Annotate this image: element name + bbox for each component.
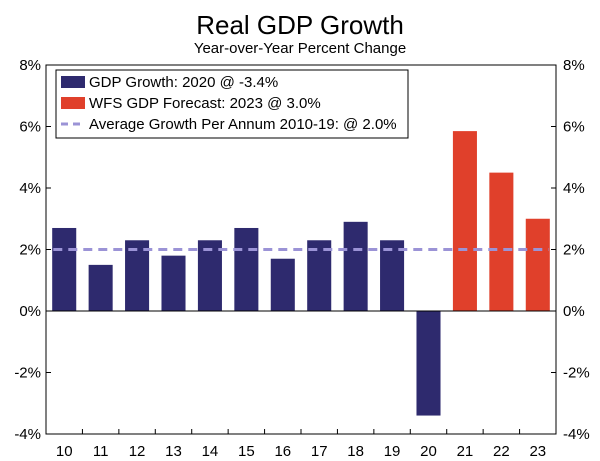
legend-label-average: Average Growth Per Annum 2010-19: @ 2.0% bbox=[89, 116, 397, 133]
bar-forecast-22 bbox=[489, 172, 514, 311]
axes-group: -4% -4% -2% -2% 0% 0% 2% 2% 4% 4% 6% 6% 8% 8% 10 11 12 13… bbox=[14, 57, 589, 460]
bar-gdp-growth-14 bbox=[197, 240, 222, 311]
y-tick-label-left: 8% bbox=[19, 57, 41, 74]
x-tick-label: 21 bbox=[457, 443, 474, 460]
legend-box bbox=[55, 69, 409, 139]
y-tick-label-left: 2% bbox=[19, 242, 41, 259]
y-tick-label-right: 4% bbox=[563, 180, 585, 197]
legend-swatch-1 bbox=[61, 97, 85, 109]
chart-title: Real GDP Growth bbox=[196, 10, 404, 40]
chart-subtitle: Year-over-Year Percent Change bbox=[193, 40, 407, 57]
bar-gdp-growth-11 bbox=[88, 264, 113, 311]
legend-label-1: WFS GDP Forecast: 2023 @ 3.0% bbox=[89, 95, 321, 112]
x-tick-label: 23 bbox=[529, 443, 546, 460]
bar-gdp-growth-16 bbox=[270, 258, 295, 311]
bar-gdp-growth-10 bbox=[52, 227, 77, 311]
y-tick-label-right: 0% bbox=[563, 303, 585, 320]
legend-label-0: GDP Growth: 2020 @ -3.4% bbox=[89, 74, 278, 91]
x-tick-label: 22 bbox=[493, 443, 510, 460]
x-tick-label: 14 bbox=[202, 443, 219, 460]
x-tick-label: 18 bbox=[347, 443, 364, 460]
x-tick-label: 10 bbox=[56, 443, 73, 460]
y-tick-label-left: 6% bbox=[19, 119, 41, 136]
bar-forecast-21 bbox=[452, 131, 477, 311]
y-tick-label-left: 4% bbox=[19, 180, 41, 197]
y-tick-label-left: 0% bbox=[19, 303, 41, 320]
legend-swatch-0 bbox=[61, 76, 85, 88]
x-tick-label: 12 bbox=[129, 443, 146, 460]
y-tick-label-right: -4% bbox=[563, 426, 590, 443]
bars-group bbox=[46, 131, 556, 416]
bar-gdp-growth-12 bbox=[125, 240, 150, 311]
x-tick-label: 19 bbox=[384, 443, 401, 460]
x-tick-label: 11 bbox=[93, 443, 109, 460]
x-tick-label: 16 bbox=[274, 443, 291, 460]
bar-gdp-growth-17 bbox=[307, 240, 332, 311]
y-tick-label-right: 8% bbox=[563, 57, 585, 74]
bar-gdp-growth-15 bbox=[234, 227, 259, 311]
legend: GDP Growth: 2020 @ -3.4% WFS GDP Forecast… bbox=[55, 69, 409, 139]
y-tick-label-right: 2% bbox=[563, 242, 585, 259]
y-tick-label-left: -4% bbox=[14, 426, 41, 443]
bar-forecast-23 bbox=[525, 218, 550, 311]
y-tick-label-right: -2% bbox=[563, 365, 590, 382]
bar-gdp-growth-20 bbox=[416, 311, 441, 416]
bar-gdp-growth-18 bbox=[343, 221, 368, 311]
x-tick-label: 20 bbox=[420, 443, 437, 460]
x-tick-label: 15 bbox=[238, 443, 255, 460]
bar-gdp-growth-19 bbox=[380, 240, 405, 311]
y-tick-label-right: 6% bbox=[563, 119, 585, 136]
y-tick-label-left: -2% bbox=[14, 365, 41, 382]
bar-gdp-growth-13 bbox=[161, 255, 186, 311]
x-tick-label: 13 bbox=[165, 443, 182, 460]
x-tick-label: 17 bbox=[311, 443, 328, 460]
